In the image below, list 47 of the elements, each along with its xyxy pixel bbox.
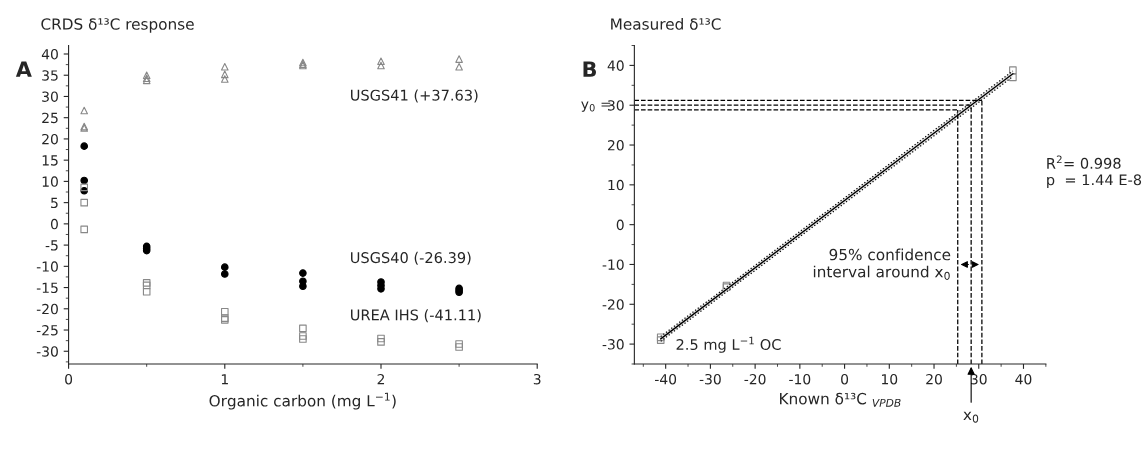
y-tick-label: 40 <box>607 60 624 71</box>
y-tick-label: -25 <box>36 325 58 336</box>
x-tick-label: -10 <box>789 373 811 385</box>
y-tick-label: 40 <box>41 48 58 60</box>
y-tick-label: 10 <box>42 176 58 187</box>
annotation: USGS40 (-26.39) <box>351 251 471 265</box>
x-tick-label: 3 <box>533 373 541 385</box>
y-tick-label: -5 <box>45 240 58 251</box>
y-tick-label: -30 <box>36 346 58 357</box>
y-tick-label: -20 <box>602 299 624 310</box>
text: R$^{2}$= 0.998 p = 1.44 E-8 <box>1047 155 1142 189</box>
y-axis-title: CRDS δ¹³C response <box>41 18 194 33</box>
annotation: UREA IHS (-41.11) <box>351 309 481 323</box>
y-tick-label: 35 <box>42 70 58 81</box>
x-tick-label: 20 <box>926 373 942 385</box>
x-tick-label: 0 <box>841 373 849 385</box>
y-tick-label: 30 <box>42 91 58 102</box>
y-tick-label: -15 <box>36 282 58 294</box>
y-tick-label: 15 <box>42 155 58 166</box>
x-tick-label: -20 <box>744 373 766 385</box>
x-axis-title: Organic carbon (mg L$^{−1}$) <box>209 392 396 410</box>
x-tick-label: 2 <box>377 373 385 385</box>
y-tick-label: -20 <box>36 303 58 315</box>
y-tick-label: 0 <box>616 219 624 231</box>
annotation: 95% confidence interval around x$_{0}$ <box>813 248 951 280</box>
x-tick-label: 0 <box>65 373 73 385</box>
x-tick-label: -30 <box>699 373 721 385</box>
x-tick-label: 10 <box>881 373 898 385</box>
y-tick-label: 10 <box>608 179 624 191</box>
annotation: 2.5 mg L$^{−1}$ OC <box>676 336 781 353</box>
annotation: USGS41 (+37.63) <box>351 89 478 103</box>
y-tick-label: -30 <box>602 339 624 350</box>
x-axis-title: Known δ¹³C $_{VPDB}$ <box>780 392 901 407</box>
y-tick-label: 0 <box>50 218 58 230</box>
y-tick-label: 25 <box>42 112 58 124</box>
ref-line-label: x$_{0}$ <box>963 411 979 423</box>
y-tick-label: -10 <box>36 261 58 272</box>
text: B <box>583 61 596 77</box>
y-tick-label: -10 <box>602 259 624 270</box>
x-tick-label: -40 <box>655 373 677 385</box>
x-tick-label: 1 <box>221 374 228 385</box>
y-tick-label: 20 <box>42 133 58 145</box>
y-tick-label: 20 <box>607 140 624 151</box>
x-tick-label: 40 <box>1015 373 1032 385</box>
y-tick-label: 5 <box>51 197 58 209</box>
y-axis-title: Measured δ¹³C <box>611 17 721 30</box>
text: A <box>15 61 32 77</box>
